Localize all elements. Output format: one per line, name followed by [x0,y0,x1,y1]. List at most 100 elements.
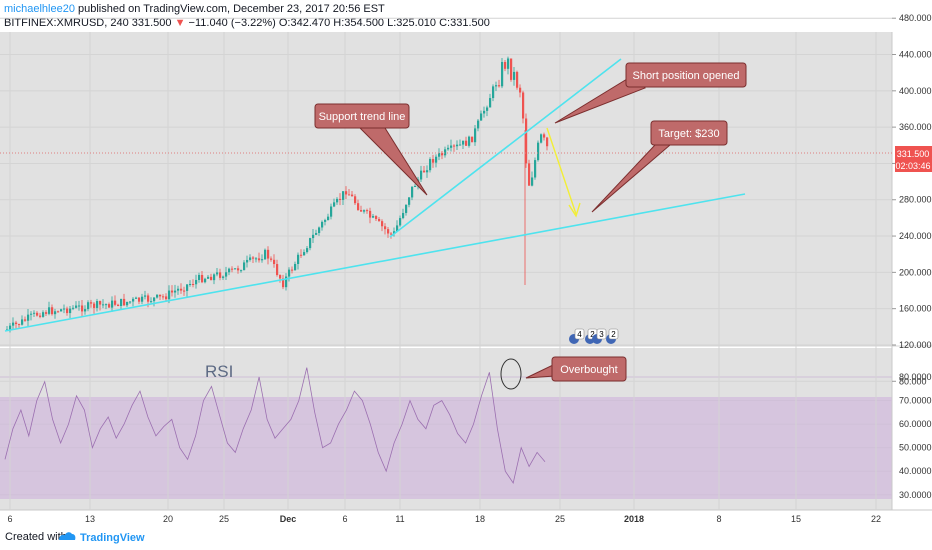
candle-body [96,301,99,308]
rsi-axis[interactable]: 80.0000 70.0000 60.0000 50.0000 40.0000 30.00… [899,372,932,500]
candle-body [117,304,120,306]
candle-body [102,304,105,306]
candle-body [69,308,72,314]
candle-body [540,134,543,143]
callout-target[interactable]: Target: $230 [591,120,728,213]
candle-body [489,98,492,108]
time-tick-label: 15 [791,514,801,524]
candle-body [177,288,180,291]
callout-short-label: Short position opened [632,70,739,82]
candle-body [216,272,219,275]
chart-header: michaelhlee20 published on TradingView.c… [0,0,932,32]
down-arrow-icon: ▼ [174,17,186,29]
candle-body [63,308,66,310]
candle-body [357,203,360,211]
candle-body [156,294,159,298]
candle-body [516,71,519,88]
candle-body [522,92,525,119]
candle-body [90,302,93,304]
candle-body [24,319,27,321]
candle-body [354,196,357,204]
candle-body [396,225,399,232]
candle-body [327,216,330,221]
rsi-label: RSI [205,362,233,381]
published-text: published on TradingView.com, December 2… [74,3,385,15]
candle-body [426,170,429,173]
candle-body [351,194,354,197]
candle-body [459,144,462,146]
candle-body [252,257,255,259]
candle-body [105,304,108,306]
candle-body [324,220,327,222]
candle-body [483,110,486,114]
candle-body [189,283,192,285]
candle-body [195,279,198,285]
candle-body [12,322,15,326]
candle-body [144,295,147,297]
candle-body [231,268,234,270]
svg-text:3: 3 [599,330,604,339]
symbol-info: BITFINEX:XMRUSD, 240 331.500 ▼ −11.040 (… [4,17,490,29]
candle-body [429,159,432,171]
candle-body [384,226,387,230]
candle-body [537,142,540,161]
candle-body [405,204,408,213]
candle-body [510,58,513,80]
svg-text:4: 4 [577,330,582,339]
time-tick-label: 11 [395,514,404,524]
candle-body [264,249,267,260]
candle-body [66,308,69,314]
candle-body [414,186,417,188]
candle-body [30,313,33,315]
candle-body [72,307,75,309]
candle-body [474,128,477,143]
candle-body [132,298,135,302]
candle-body [381,221,384,227]
candle-body [456,144,459,147]
candle-body [27,314,30,321]
candle-body [408,197,411,205]
candle-body [348,194,351,196]
support-trend-line-short[interactable] [389,58,622,238]
candle-body [525,118,528,164]
support-trend-line-long[interactable] [4,193,746,332]
candle-body [237,268,240,271]
event-flags[interactable]: 4 2 3 2 [569,328,619,344]
candle-body [528,163,531,186]
candle-body [201,274,204,283]
candle-body [114,300,117,305]
rsi-tick-label: 60.0000 [899,419,932,429]
symbol-label: BITFINEX:XMRUSD, 240 [4,17,129,29]
candle-body [183,290,186,292]
publish-info: michaelhlee20 published on TradingView.c… [4,3,385,15]
candle-body [303,252,306,256]
callout-short-position[interactable]: Short position opened [554,62,747,124]
candle-body [93,303,96,308]
callout-support-trend-line[interactable]: Support trend line [314,103,428,196]
candle-body [180,288,183,291]
time-axis[interactable]: 6 13 20 25 Dec 6 11 18 25 2018 8 15 22 [7,514,881,524]
candles [6,56,549,333]
candle-body [276,264,279,276]
candle-body [168,290,171,300]
price-tick-label: 120.000 [899,340,932,350]
candle-body [312,234,315,239]
candle-body [129,301,132,303]
candle-body [300,254,303,256]
candle-body [219,272,222,278]
created-with-label: Created with [5,531,67,543]
tradingview-brand[interactable]: TradingView [80,532,145,544]
candle-body [318,227,321,234]
candle-body [273,259,276,265]
callout-overbought[interactable]: Overbought [525,356,627,382]
candle-body [495,85,498,87]
candle-body [471,136,474,143]
price-axis[interactable]: 480.000440.000400.000360.000320.000280.0… [892,13,932,386]
time-tick-label: 25 [219,514,229,524]
callout-overbought-label: Overbought [560,364,617,376]
candle-body [444,149,447,156]
time-tick-label: 13 [85,514,95,524]
candle-body [513,71,516,80]
author-link[interactable]: michaelhlee20 [4,3,75,15]
